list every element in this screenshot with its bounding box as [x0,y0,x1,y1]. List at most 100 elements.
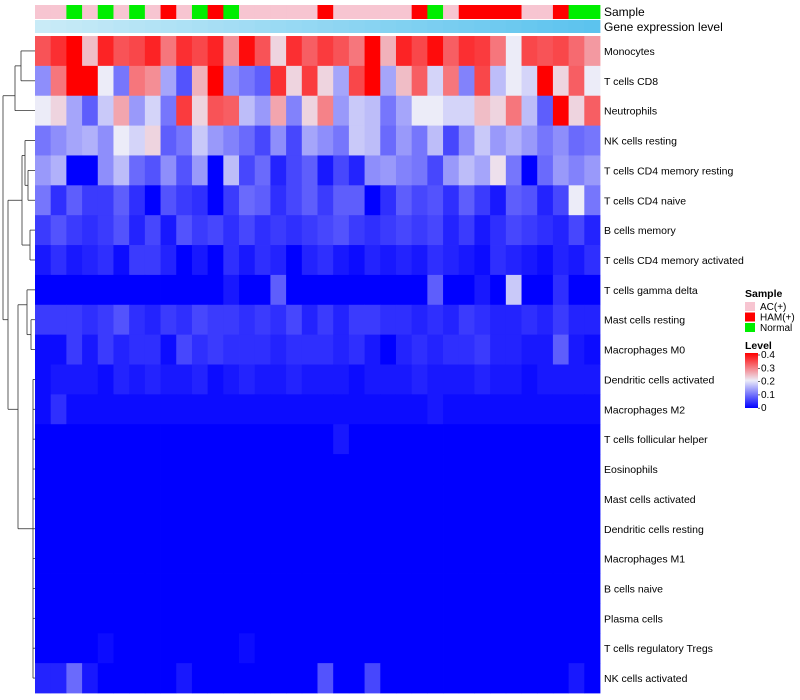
heatmap-cell [270,513,287,545]
heatmap-cell [364,334,381,365]
heatmap-cell [160,95,177,126]
heatmap-cell [584,334,601,365]
heatmap-cell [66,633,83,664]
heatmap-cell [144,424,161,455]
heatmap-cell [176,304,193,336]
heatmap-cell [584,304,601,336]
heatmap-cell [50,424,67,455]
heatmap-cell [380,155,397,186]
heatmap-cell [301,36,318,67]
heatmap-cell [270,483,287,515]
heatmap-cell [270,424,287,455]
heatmap-cell [191,633,209,664]
heatmap-cell [191,215,209,246]
heatmap-cell [537,215,554,246]
heatmap-cell [239,125,256,156]
heatmap-cell [50,125,67,156]
heatmap-cell [286,454,303,485]
heatmap-cell [348,304,365,336]
heatmap-cell [458,155,475,186]
heatmap-cell [270,36,287,67]
heatmap-cell [364,513,381,545]
sample-cell [411,5,428,19]
heatmap-cell [568,95,585,126]
gene-expression-cell [223,20,240,33]
heatmap-cell [191,65,209,97]
heatmap-cell [552,424,570,455]
heatmap-cell [113,125,130,156]
heatmap-cell [129,454,146,485]
gene-expression-cell [286,20,303,33]
heatmap-cell [35,304,52,336]
heatmap-cell [380,394,397,425]
gene-expression-cell [97,20,114,33]
heatmap-cell [364,36,381,67]
heatmap-cell [176,603,193,634]
heatmap-cell [552,155,570,186]
gene-expression-cell [254,20,271,33]
row-label: Macrophages M1 [604,554,685,566]
heatmap-cell [521,36,538,67]
heatmap-cell [160,513,177,545]
heatmap-cell [254,513,271,545]
sample-cell [348,5,365,19]
heatmap-cell [50,483,67,515]
row-label: Dendritic cells resting [604,524,704,536]
heatmap-cell [35,215,52,246]
row-label: NK cells activated [604,673,688,685]
heatmap-cell [160,454,177,485]
heatmap-cell [380,573,397,604]
heatmap-cell [113,394,130,425]
heatmap-cell [301,245,318,276]
heatmap-cell [35,543,52,574]
heatmap-cell [176,633,193,664]
row-label: Mast cells resting [604,315,685,327]
heatmap-cell [113,65,130,97]
heatmap-cell [176,155,193,186]
heatmap-cell [301,304,318,336]
heatmap-cell [521,543,538,574]
sample-cell [427,5,444,19]
heatmap-cell [505,155,522,186]
heatmap-cell [521,334,538,365]
heatmap-cell [380,245,397,276]
heatmap-cell [160,125,177,156]
gene-expression-cell [50,20,67,33]
heatmap-cell [82,185,99,216]
heatmap-cell [129,245,146,276]
heatmap-cell [144,215,161,246]
heatmap-cell [223,334,240,365]
gene-expression-cell [270,20,287,33]
heatmap-cell [129,125,146,156]
heatmap-cell [254,304,271,336]
heatmap-cell [427,543,444,574]
heatmap-cell [223,215,240,246]
legend-sample-title: Sample [745,288,783,300]
heatmap-cell [427,513,444,545]
heatmap-cell [537,543,554,574]
heatmap-cell [443,155,460,186]
heatmap-cell [443,543,460,574]
heatmap-cell [458,603,475,634]
heatmap-cell [66,304,83,336]
heatmap-cell [521,95,538,126]
heatmap-cell [97,603,114,634]
gene-expression-cell [427,20,444,33]
heatmap-cell [144,483,161,515]
heatmap-cell [239,304,256,336]
heatmap-cell [317,185,334,216]
heatmap-cell [521,155,538,186]
heatmap-cell [207,573,224,604]
heatmap-cell [176,454,193,485]
legend-label: HAM(+) [760,313,795,324]
heatmap-cell [427,364,444,395]
heatmap-cell [568,633,585,664]
heatmap-cell [552,274,570,306]
heatmap-cell [239,663,256,694]
heatmap-cell [50,633,67,664]
row-labels: Monocytes T cells CD8 Neutrophils NK cells … [604,46,744,685]
heatmap-cell [568,155,585,186]
heatmap-cell [301,274,318,306]
heatmap-cell [223,304,240,336]
heatmap-cell [584,483,601,515]
